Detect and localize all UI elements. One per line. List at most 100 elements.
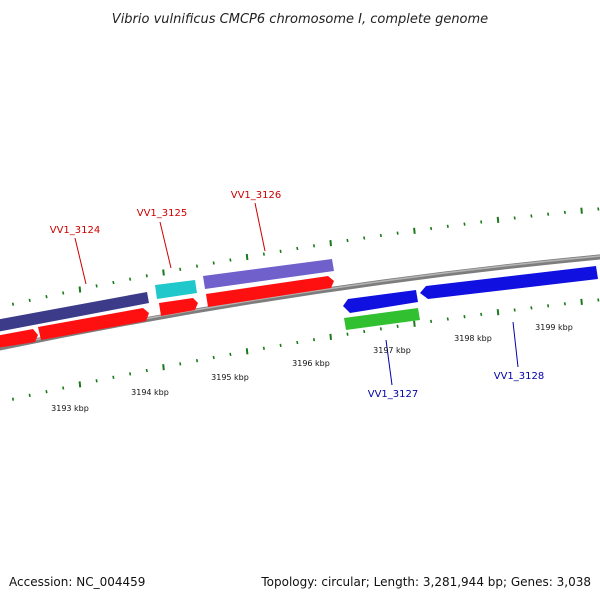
- gene-label-leader: [512, 321, 519, 368]
- major-tick: [245, 253, 249, 261]
- major-tick: [329, 333, 332, 340]
- minor-tick: [312, 244, 316, 248]
- minor-tick: [480, 312, 483, 317]
- gene-feature-purple: [203, 259, 334, 289]
- minor-tick: [296, 340, 299, 345]
- cds-forward-arrow: [206, 276, 334, 307]
- minor-tick: [396, 324, 399, 328]
- minor-tick: [179, 362, 182, 366]
- cds-forward-arrow: [159, 298, 198, 316]
- minor-tick: [11, 397, 15, 401]
- gene-label-leader: [385, 339, 393, 386]
- cds-forward-arrow: [0, 329, 38, 348]
- minor-tick: [179, 267, 182, 271]
- minor-tick: [513, 308, 516, 312]
- gene-label-vv1-3128: VV1_3128: [494, 371, 545, 382]
- minor-tick: [229, 258, 232, 262]
- inner-tick-track: [11, 298, 600, 401]
- minor-tick: [547, 304, 550, 308]
- scale-label: 3199 kbp: [535, 323, 573, 332]
- minor-tick: [530, 306, 533, 310]
- minor-tick: [547, 212, 550, 216]
- minor-tick: [195, 264, 199, 268]
- scale-label: 3195 kbp: [211, 373, 249, 382]
- major-tick: [78, 381, 82, 388]
- gene-label-leader: [159, 221, 172, 269]
- minor-tick: [62, 386, 65, 390]
- minor-tick: [296, 246, 299, 251]
- cds-reverse-arrow: [420, 266, 598, 299]
- minor-tick: [597, 298, 600, 302]
- minor-tick: [379, 327, 382, 331]
- minor-tick: [28, 393, 31, 398]
- outer-tick-track: [11, 207, 600, 306]
- map-title: Vibrio vulnificus CMCP6 chromosome I, co…: [112, 12, 488, 27]
- gene-label-vv1-3126: VV1_3126: [231, 190, 282, 201]
- genome-summary-text: Topology: circular; Length: 3,281,944 bp…: [260, 575, 591, 589]
- minor-tick: [563, 210, 566, 215]
- minor-tick: [95, 284, 98, 288]
- scale-label: 3193 kbp: [51, 404, 89, 413]
- major-tick: [245, 348, 249, 355]
- minor-tick: [480, 220, 483, 224]
- minor-tick: [363, 329, 366, 334]
- minor-tick: [95, 379, 98, 383]
- minor-tick: [563, 302, 566, 306]
- minor-tick: [513, 216, 516, 220]
- gene-label-vv1-3127: VV1_3127: [368, 389, 419, 400]
- minor-tick: [262, 346, 265, 350]
- minor-tick: [62, 291, 65, 295]
- major-tick: [496, 309, 500, 316]
- minor-tick: [530, 214, 533, 218]
- gene-label-leader: [254, 202, 266, 252]
- minor-tick: [363, 236, 366, 240]
- minor-tick: [28, 298, 31, 303]
- major-tick: [413, 227, 416, 234]
- minor-tick: [379, 233, 382, 238]
- gene-feature-navy: [0, 292, 149, 332]
- gene-label-vv1-3124: VV1_3124: [50, 225, 101, 236]
- major-tick: [580, 207, 583, 214]
- gene-feature-green: [344, 308, 420, 330]
- cds-reverse-arrow: [343, 290, 418, 313]
- minor-tick: [463, 222, 466, 226]
- minor-tick: [112, 375, 115, 379]
- scale-label: 3198 kbp: [454, 334, 492, 343]
- major-tick: [78, 286, 82, 293]
- minor-tick: [112, 280, 115, 285]
- minor-tick: [145, 368, 148, 373]
- gene-feature-cyan: [155, 280, 197, 299]
- scale-label: 3197 kbp: [373, 346, 411, 355]
- minor-tick: [195, 359, 199, 363]
- major-tick: [162, 269, 165, 276]
- minor-tick: [129, 277, 132, 281]
- major-tick: [329, 240, 332, 247]
- scale-label: 3194 kbp: [131, 388, 169, 397]
- minor-tick: [430, 319, 433, 324]
- minor-tick: [346, 238, 349, 243]
- major-tick: [162, 364, 165, 371]
- minor-tick: [312, 338, 316, 342]
- minor-tick: [279, 249, 282, 253]
- gene-label-leader: [74, 237, 87, 285]
- minor-tick: [212, 355, 215, 360]
- minor-tick: [346, 332, 349, 336]
- minor-tick: [446, 317, 449, 321]
- accession-text: Accession: NC_004459: [9, 575, 145, 589]
- major-tick: [496, 216, 500, 223]
- minor-tick: [597, 207, 600, 211]
- minor-tick: [279, 343, 282, 348]
- minor-tick: [229, 352, 232, 357]
- minor-tick: [446, 224, 449, 228]
- minor-tick: [430, 226, 433, 231]
- major-tick: [413, 320, 416, 327]
- minor-tick: [129, 372, 132, 376]
- gene-label-vv1-3125: VV1_3125: [137, 208, 188, 219]
- minor-tick: [396, 231, 399, 235]
- minor-tick: [45, 390, 48, 394]
- scale-label: 3196 kbp: [292, 359, 330, 368]
- minor-tick: [262, 252, 265, 256]
- minor-tick: [463, 315, 466, 319]
- minor-tick: [212, 261, 215, 265]
